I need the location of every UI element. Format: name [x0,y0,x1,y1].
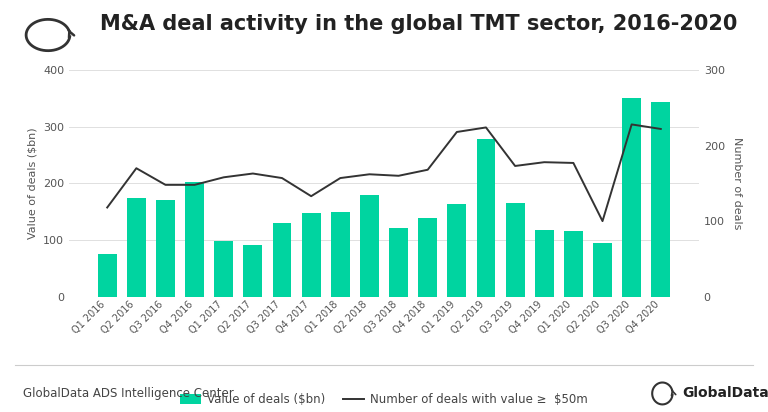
Bar [651,102,670,297]
Bar [448,204,466,297]
Text: M&A deal activity in the global TMT sector, 2016-2020: M&A deal activity in the global TMT sect… [100,14,737,35]
Bar [564,232,583,297]
Bar [156,200,175,297]
Bar [419,218,437,297]
Bar [331,212,349,297]
Bar [505,203,525,297]
Bar [389,227,408,297]
Bar [214,241,233,297]
Bar [185,182,204,297]
Bar [360,194,379,297]
Bar [535,230,554,297]
Y-axis label: Number of deals: Number of deals [732,137,742,229]
Text: GlobalData ADS Intelligence Center: GlobalData ADS Intelligence Center [23,387,233,400]
Bar [273,223,292,297]
Bar [302,213,320,297]
Bar [127,197,146,297]
Bar [98,254,117,297]
Bar [593,243,612,297]
Y-axis label: Value of deals ($bn): Value of deals ($bn) [28,128,38,239]
Bar [622,98,641,297]
Legend: Value of deals ($bn), Number of deals with value ≥  $50m: Value of deals ($bn), Number of deals wi… [175,389,593,411]
Bar [476,139,495,297]
Text: GlobalData.: GlobalData. [682,386,768,400]
Bar [243,245,263,297]
